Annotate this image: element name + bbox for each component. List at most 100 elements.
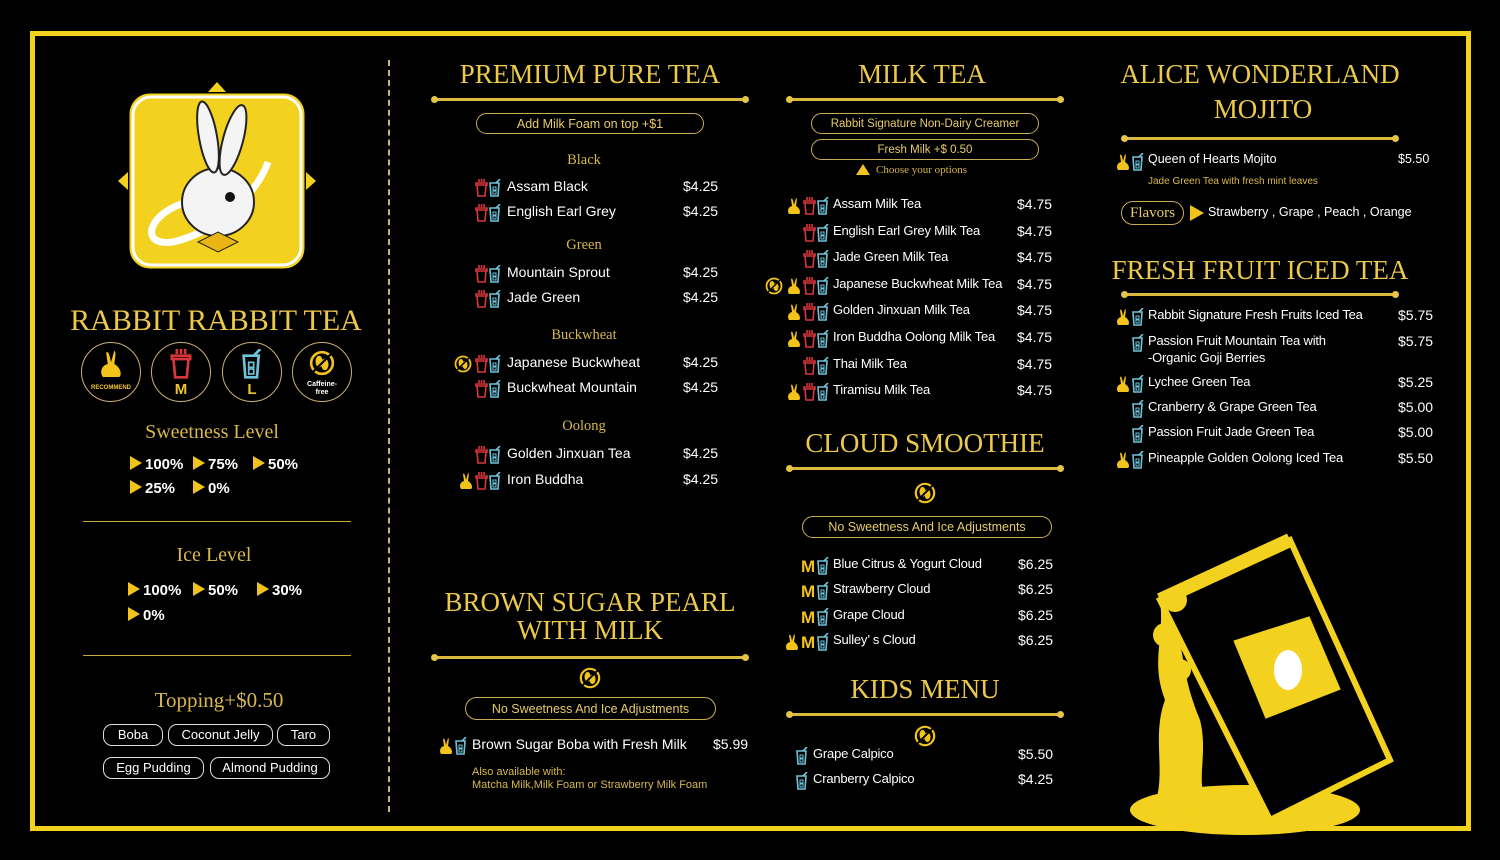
rabbit-icon: [1115, 308, 1131, 329]
menu-item[interactable]: Passion Fruit Mountain Tea with -Organic …: [0, 333, 1500, 365]
cup-large-icon: [1132, 424, 1144, 446]
title-underline: [1121, 135, 1399, 142]
premium-title: PREMIUM PURE TEA: [459, 59, 721, 89]
menu-item[interactable]: Cranberry & Grape Green Tea $5.00: [0, 399, 1500, 419]
tea-category: Oolong: [562, 418, 606, 434]
level-option: 50%: [253, 456, 298, 473]
cup-medium-icon: [803, 303, 816, 324]
menu-item[interactable]: Grape Calpico $5.50: [0, 746, 1500, 766]
menu-item[interactable]: M Grape Cloud $6.25: [0, 607, 1500, 627]
caffeine-free-legend: Caffeine-free: [292, 342, 352, 402]
menu-item[interactable]: Japanese Buckwheat Milk Tea $4.75: [0, 276, 1500, 296]
menu-item[interactable]: Buckwheat Mountain $4.25: [0, 379, 1500, 399]
menu-item[interactable]: English Earl Grey $4.25: [0, 203, 1500, 223]
cup-medium-icon: [475, 290, 488, 311]
also-available-options: Matcha Milk,Milk Foam or Strawberry Milk…: [472, 779, 708, 791]
caffeine-free-icon: [914, 482, 936, 509]
rabbit-icon: [458, 472, 474, 493]
menu-item[interactable]: M Sulley’ s Cloud $6.25: [0, 632, 1500, 652]
cup-large-icon: [489, 471, 501, 493]
menu-item[interactable]: Rabbit Signature Fresh Fruits Iced Tea $5…: [0, 307, 1500, 327]
cup-large-icon: [223, 348, 281, 379]
menu-item[interactable]: Lychee Green Tea $5.25: [0, 374, 1500, 394]
mojito-item[interactable]: Queen of Hearts Mojito $5.50: [0, 152, 1500, 172]
cup-large-icon: [817, 581, 829, 603]
item-price: $5.99: [713, 736, 749, 752]
menu-item[interactable]: M Strawberry Cloud $6.25: [0, 581, 1500, 601]
cup-large-icon: [817, 223, 829, 245]
legend-label: L: [247, 381, 257, 398]
item-price: $5.00: [1398, 424, 1434, 440]
rabbit-icon: [786, 383, 802, 404]
menu-item[interactable]: Jade Green Milk Tea $4.75: [0, 249, 1500, 269]
milk-foam-option[interactable]: Add Milk Foam on top +$1: [476, 113, 704, 134]
cup-large-icon: [1132, 333, 1144, 355]
item-name: English Earl Grey: [507, 203, 616, 219]
rabbit-icon: [784, 633, 800, 654]
item-price: $6.25: [1018, 631, 1054, 648]
cup-large-icon: [1132, 152, 1144, 174]
menu-item[interactable]: English Earl Grey Milk Tea $4.75: [0, 223, 1500, 243]
kids-title: KIDS MENU: [850, 674, 1000, 704]
item-price: $5.00: [1398, 399, 1434, 415]
creamer-option[interactable]: Rabbit Signature Non-Dairy Creamer: [811, 113, 1039, 134]
menu-item[interactable]: Jade Green $4.25: [0, 289, 1500, 309]
cup-large-icon: [489, 264, 501, 286]
menu-item[interactable]: Passion Fruit Jade Green Tea $5.00: [0, 424, 1500, 444]
menu-item[interactable]: Cranberry Calpico $4.25: [0, 771, 1500, 791]
level-option: 50%: [193, 582, 238, 599]
menu-item[interactable]: Mountain Sprout $4.25: [0, 264, 1500, 284]
menu-item[interactable]: Golden Jinxuan Tea $4.25: [0, 445, 1500, 465]
triangle-icon: [130, 456, 142, 470]
triangle-icon: [193, 582, 205, 596]
cup-medium-icon: [152, 349, 210, 379]
fresh-milk-option[interactable]: Fresh Milk +$ 0.50: [811, 139, 1039, 160]
item-price: $5.75: [1398, 307, 1434, 323]
brown-sugar-item[interactable]: Brown Sugar Boba with Fresh Milk $5.99: [0, 736, 1500, 756]
item-name: Thai Milk Tea: [833, 355, 907, 371]
cup-medium-icon: [803, 383, 816, 404]
item-price: $6.25: [1018, 606, 1054, 623]
cup-large-icon: [1132, 374, 1144, 396]
item-name: Cranberry Calpico: [813, 771, 915, 786]
item-price: $4.25: [1018, 771, 1054, 787]
menu-item[interactable]: Thai Milk Tea $4.75: [0, 356, 1500, 376]
level-value: 0%: [143, 607, 165, 624]
menu-item[interactable]: Assam Milk Tea $4.75: [0, 196, 1500, 216]
level-option: 100%: [128, 582, 181, 599]
cup-large-icon: [817, 632, 829, 654]
triangle-icon: [253, 456, 265, 470]
title-underline: [786, 96, 1064, 103]
level-value: 100%: [143, 582, 182, 599]
menu-item[interactable]: Assam Black $4.25: [0, 178, 1500, 198]
menu-item[interactable]: M Blue Citrus & Yogurt Cloud $6.25: [0, 556, 1500, 576]
triangle-icon: [193, 456, 205, 470]
item-price: $4.25: [683, 264, 719, 280]
item-name: Japanese Buckwheat: [507, 354, 641, 370]
rabbit-icon: [786, 303, 802, 324]
cup-large-icon: [455, 736, 467, 758]
menu-item[interactable]: Pineapple Golden Oolong Iced Tea $5.50: [0, 450, 1500, 470]
up-arrow-icon: [856, 164, 870, 175]
item-name: Cranberry & Grape Green Tea: [1148, 399, 1317, 414]
brand-name: RABBIT RABBIT TEA: [70, 304, 362, 337]
item-price: $4.25: [683, 445, 719, 461]
item-price: $6.25: [1018, 556, 1054, 572]
cup-large-icon: [489, 379, 501, 401]
menu-item[interactable]: Golden Jinxuan Milk Tea $4.75: [0, 302, 1500, 322]
rabbit-icon: [438, 737, 454, 758]
menu-item[interactable]: Tiramisu Milk Tea $4.75: [0, 382, 1500, 402]
menu-item[interactable]: Japanese Buckwheat $4.25: [0, 354, 1500, 374]
cup-medium-icon: [475, 179, 488, 200]
legend-label: RECOMMEND: [91, 385, 131, 391]
legend-label: Caffeine-free: [307, 381, 337, 396]
item-price: $4.25: [683, 178, 719, 194]
cup-medium-icon: [475, 380, 488, 401]
brown-sugar-title-1: BROWN SUGAR PEARL: [444, 587, 736, 617]
cup-large-icon: [817, 356, 829, 378]
menu-item[interactable]: Iron Buddha $4.25: [0, 471, 1500, 491]
title-underline: [786, 711, 1064, 718]
menu-item[interactable]: Iron Buddha Oolong Milk Tea $4.75: [0, 329, 1500, 349]
choose-options-hint: Choose your options: [876, 164, 968, 176]
item-name: Brown Sugar Boba with Fresh Milk: [472, 736, 687, 752]
